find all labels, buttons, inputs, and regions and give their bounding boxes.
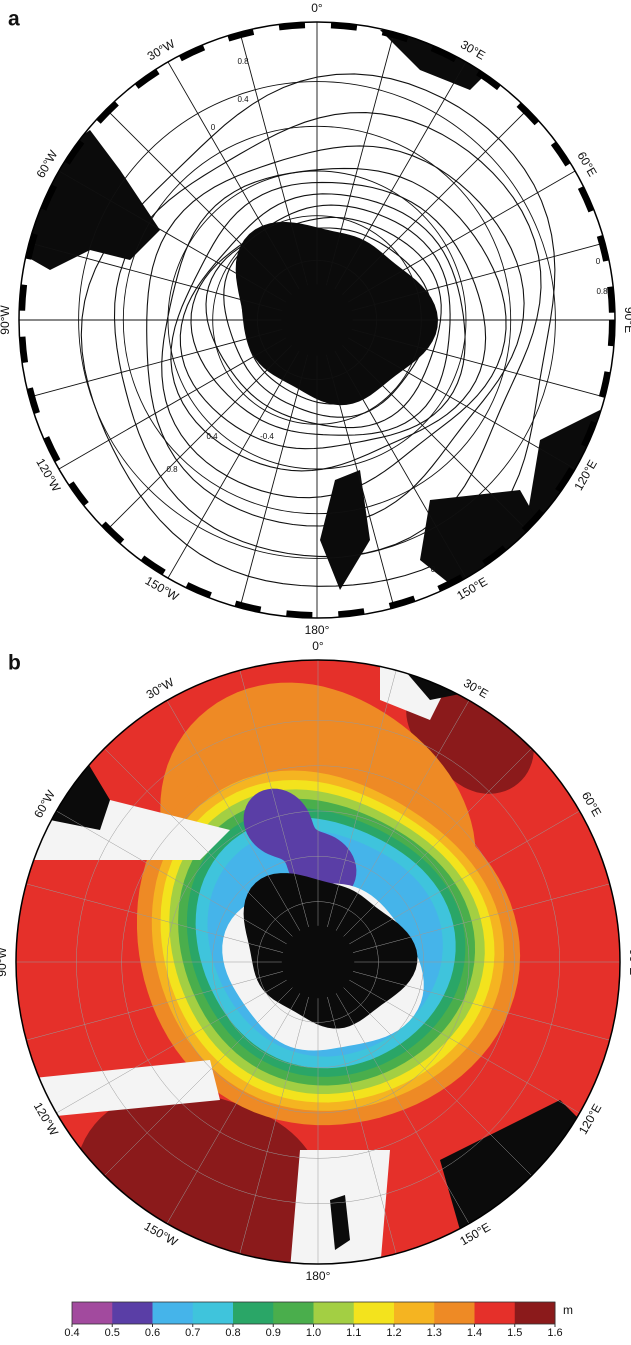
colorbar-segment xyxy=(475,1302,516,1324)
longitude-label: 0° xyxy=(312,639,324,653)
colorbar-segment xyxy=(314,1302,355,1324)
colorbar-tick-label: 0.4 xyxy=(64,1327,79,1339)
colorbar-segment xyxy=(193,1302,234,1324)
contour-label: 0 xyxy=(596,257,601,266)
colorbar-unit: m xyxy=(563,1303,573,1317)
colorbar-segment xyxy=(72,1302,113,1324)
colorbar-tick-label: 0.5 xyxy=(105,1327,120,1339)
contour-label: 0.4 xyxy=(206,432,218,441)
colorbar-tick-label: 0.6 xyxy=(145,1327,160,1339)
map-b: 0°30°E60°E90°E120°E150°E180°150°W120°W90… xyxy=(0,639,631,1289)
longitude-label: 90°E xyxy=(627,949,631,975)
colorbar-tick-label: 1.0 xyxy=(306,1327,321,1339)
contour-label: 0.8 xyxy=(237,57,249,66)
longitude-label: 90°E xyxy=(622,307,631,333)
colorbar-tick-label: 1.6 xyxy=(547,1327,562,1339)
colorbar: 0.4 0.5 0.6 0.7 0.8 0.9 1.0 1.1 1.2 1.3 1.4 1.5 1.6m xyxy=(64,1302,573,1339)
longitude-label: 90°W xyxy=(0,947,9,977)
colorbar-segment xyxy=(515,1302,556,1324)
colorbar-segment xyxy=(273,1302,314,1324)
longitude-label: 60°E xyxy=(574,149,599,179)
longitude-label: 60°E xyxy=(579,789,604,819)
colorbar-tick-label: 1.3 xyxy=(427,1327,442,1339)
panel-label: a xyxy=(8,8,20,31)
map-a: 0°30°E60°E90°E120°E150°E180°150°W120°W90… xyxy=(0,1,631,637)
colorbar-segment xyxy=(153,1302,194,1324)
contour-label: 0 xyxy=(431,565,436,574)
longitude-label: 0° xyxy=(311,1,323,15)
colorbar-tick-label: 1.4 xyxy=(467,1327,482,1339)
colorbar-tick-label: 1.5 xyxy=(507,1327,522,1339)
colorbar-tick-label: 0.9 xyxy=(266,1327,281,1339)
contour-label: 0.8 xyxy=(166,465,178,474)
longitude-label: 30°E xyxy=(461,676,491,701)
colorbar-tick-label: 1.2 xyxy=(386,1327,401,1339)
longitude-label: 30°E xyxy=(458,37,488,62)
contour-label: 0.4 xyxy=(237,95,249,104)
colorbar-segment xyxy=(354,1302,395,1324)
contour-label: 0.8 xyxy=(596,287,608,296)
colorbar-tick-label: 0.7 xyxy=(185,1327,200,1339)
contour-label: -0.4 xyxy=(260,432,274,441)
colorbar-segment xyxy=(233,1302,274,1324)
colorbar-segment xyxy=(112,1302,153,1324)
colorbar-tick-label: 0.8 xyxy=(225,1327,240,1339)
colorbar-tick-label: 1.1 xyxy=(346,1327,361,1339)
panel-label: b xyxy=(8,652,21,675)
page: a b 0°30°E60°E90°E120°E150°E180°150°W120… xyxy=(0,0,631,1340)
colorbar-segment xyxy=(434,1302,475,1324)
longitude-label: 180° xyxy=(305,623,330,637)
colorbar-segment xyxy=(394,1302,435,1324)
contour-label: 0 xyxy=(211,123,216,132)
figure: a b 0°30°E60°E90°E120°E150°E180°150°W120… xyxy=(0,0,631,1340)
longitude-label: 90°W xyxy=(0,305,12,335)
longitude-label: 180° xyxy=(306,1269,331,1283)
